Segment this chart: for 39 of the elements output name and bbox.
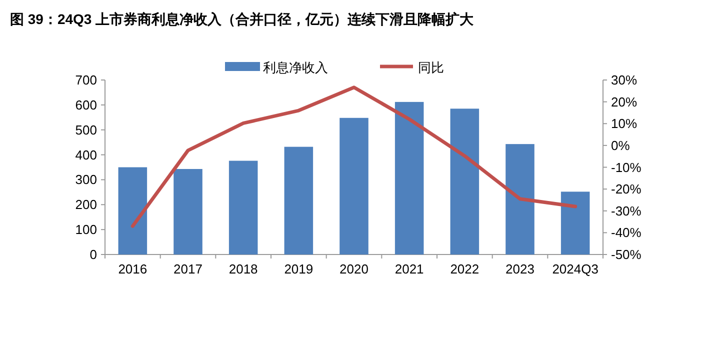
x-tick-label: 2017 [174,262,202,276]
x-tick-label: 2022 [450,262,480,276]
y2-tick-label: 10% [611,116,638,132]
y-tick-label: 100 [75,222,97,238]
bar [394,102,424,254]
legend-label: 利息净收入 [263,60,328,75]
x-tick-label: 2024Q3 [552,262,598,276]
bar [228,160,258,254]
y-tick-label: 300 [75,172,97,188]
y2-tick-label: 30% [611,72,638,88]
y-tick-label: 400 [75,147,97,162]
y2-tick-label: -40% [611,225,642,240]
bar [174,168,202,254]
y2-tick-label: 0% [611,138,630,153]
y-tick-label: 200 [75,197,97,212]
bar [340,118,368,254]
bar [118,167,148,254]
y2-tick-label: -50% [611,247,642,262]
y-tick-label: 500 [75,122,97,138]
x-tick-label: 2021 [394,262,424,276]
y2-tick-label: 20% [611,94,638,110]
x-tick-label: 2020 [340,262,368,276]
y2-tick-label: -20% [611,182,642,197]
bar [560,192,590,254]
line-series [130,86,578,228]
x-tick-label: 2016 [118,262,148,276]
x-tick-label: 2019 [284,262,314,276]
x-tick-label: 2023 [506,262,534,276]
y-tick-label: 0 [90,247,97,262]
chart-title: 图 39：24Q3 上市券商利息净收入（合并口径，亿元）连续下滑且降幅扩大 [10,11,475,27]
y2-tick-label: -10% [611,160,642,175]
x-tick-label: 2018 [228,262,258,276]
bar [284,146,314,254]
bar [450,108,480,254]
legend-label: 同比 [418,60,444,75]
y2-tick-label: -30% [611,203,642,218]
y-tick-label: 700 [75,72,97,88]
y-tick-label: 600 [75,97,97,112]
bar [506,144,534,254]
